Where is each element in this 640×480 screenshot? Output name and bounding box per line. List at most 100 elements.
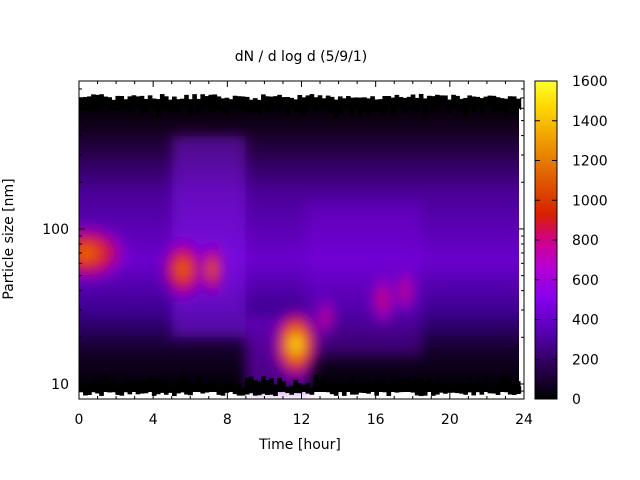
edge-bottom	[216, 388, 222, 395]
edge-top	[131, 95, 137, 105]
edge-top	[269, 96, 274, 111]
edge-bottom	[390, 378, 396, 392]
edge-top	[313, 97, 319, 111]
edge-bottom	[487, 387, 493, 394]
edge-bottom	[265, 379, 270, 395]
edge-top	[483, 96, 489, 106]
edge-bottom	[313, 374, 319, 392]
edge-top	[224, 97, 230, 115]
edge-top	[212, 94, 218, 110]
edge-top	[127, 96, 133, 112]
edge-top	[414, 97, 420, 112]
feature-5h-55nm	[158, 235, 207, 304]
edge-bottom	[451, 384, 456, 393]
edge-top	[163, 96, 169, 107]
edge-bottom	[463, 384, 468, 395]
colorbar-tick-label: 1600	[572, 74, 608, 90]
edge-top	[265, 96, 270, 113]
x-axis-label: Time [hour]	[258, 437, 341, 453]
colorbar-tick-label: 400	[572, 313, 599, 329]
colorbar: 0 200 400 600 800 1000 1200 1400 1600	[534, 74, 608, 408]
edge-top	[309, 94, 315, 107]
edge-bottom	[426, 377, 432, 392]
edge-top	[135, 96, 141, 105]
edge-bottom	[289, 385, 295, 395]
x-tick-label: 24	[515, 412, 533, 428]
edge-top	[402, 97, 408, 113]
colorbar-tick-label: 800	[572, 233, 599, 249]
edge-top	[394, 94, 400, 109]
edge-bottom	[176, 380, 181, 394]
edge-top	[317, 95, 323, 109]
edge-top	[79, 97, 84, 112]
edge-top	[325, 95, 331, 111]
edge-bottom	[224, 383, 230, 393]
edge-bottom	[394, 380, 400, 393]
edge-bottom	[135, 380, 141, 395]
edge-bottom	[208, 383, 214, 392]
edge-top	[204, 96, 210, 105]
edge-top	[236, 96, 242, 110]
edge-top	[200, 94, 206, 109]
edge-top	[301, 97, 307, 117]
edge-top	[168, 99, 173, 111]
edge-bottom	[127, 379, 133, 395]
edge-bottom	[159, 382, 165, 393]
edge-bottom	[410, 385, 416, 393]
edge-top	[107, 97, 112, 111]
x-tick-label: 12	[293, 412, 311, 428]
edge-bottom	[285, 386, 290, 394]
edge-bottom	[374, 380, 379, 396]
edge-top	[378, 99, 384, 113]
edge-top	[297, 94, 303, 113]
edge-top	[252, 98, 258, 113]
edge-top	[208, 94, 214, 113]
feature-13h-27nm	[315, 293, 336, 342]
colorbar-tick-label: 1400	[572, 114, 608, 130]
edge-bottom	[443, 381, 448, 394]
edge-bottom	[309, 388, 315, 395]
edge-bottom	[455, 385, 460, 394]
edge-top	[374, 99, 379, 112]
edge-bottom	[475, 381, 481, 393]
heatmap-edges	[79, 81, 524, 399]
edge-bottom	[252, 380, 258, 396]
edge-bottom	[204, 383, 210, 393]
edge-top	[293, 99, 299, 112]
edge-top	[147, 95, 153, 107]
edge-bottom	[341, 382, 347, 396]
edge-top	[410, 94, 416, 110]
edge-bottom	[350, 379, 355, 395]
colorbar-ticks: 0 200 400 600 800 1000 1200 1400 1600	[535, 74, 608, 408]
edge-top	[475, 96, 481, 107]
edge-top	[439, 95, 444, 104]
edge-bottom	[79, 384, 84, 393]
edge-top	[455, 95, 460, 106]
edge-bottom	[119, 388, 125, 396]
edge-bottom	[386, 385, 392, 396]
edge-top	[321, 98, 327, 108]
edge-top	[443, 95, 448, 105]
edge-bottom	[87, 385, 92, 395]
edge-top	[459, 98, 464, 111]
edge-top	[447, 99, 452, 114]
edge-top	[155, 99, 161, 119]
edge-top	[511, 96, 517, 115]
edge-bottom	[507, 377, 513, 395]
x-axis: 0 4 8 12 16 20 24	[75, 81, 533, 428]
edge-bottom	[301, 384, 307, 392]
edge-top	[111, 99, 117, 110]
edge-top	[244, 96, 250, 113]
edge-bottom	[95, 380, 100, 394]
edge-top	[426, 95, 432, 105]
edge-top	[422, 98, 428, 117]
edge-bottom	[398, 379, 404, 393]
edge-top	[487, 95, 493, 109]
y-tick-label: 100	[42, 222, 69, 238]
edge-top	[358, 97, 363, 118]
y-axis-label: Particle size [nm]	[1, 178, 17, 299]
edge-top	[341, 98, 347, 108]
edge-top	[499, 98, 505, 112]
edge-bottom	[155, 379, 161, 395]
